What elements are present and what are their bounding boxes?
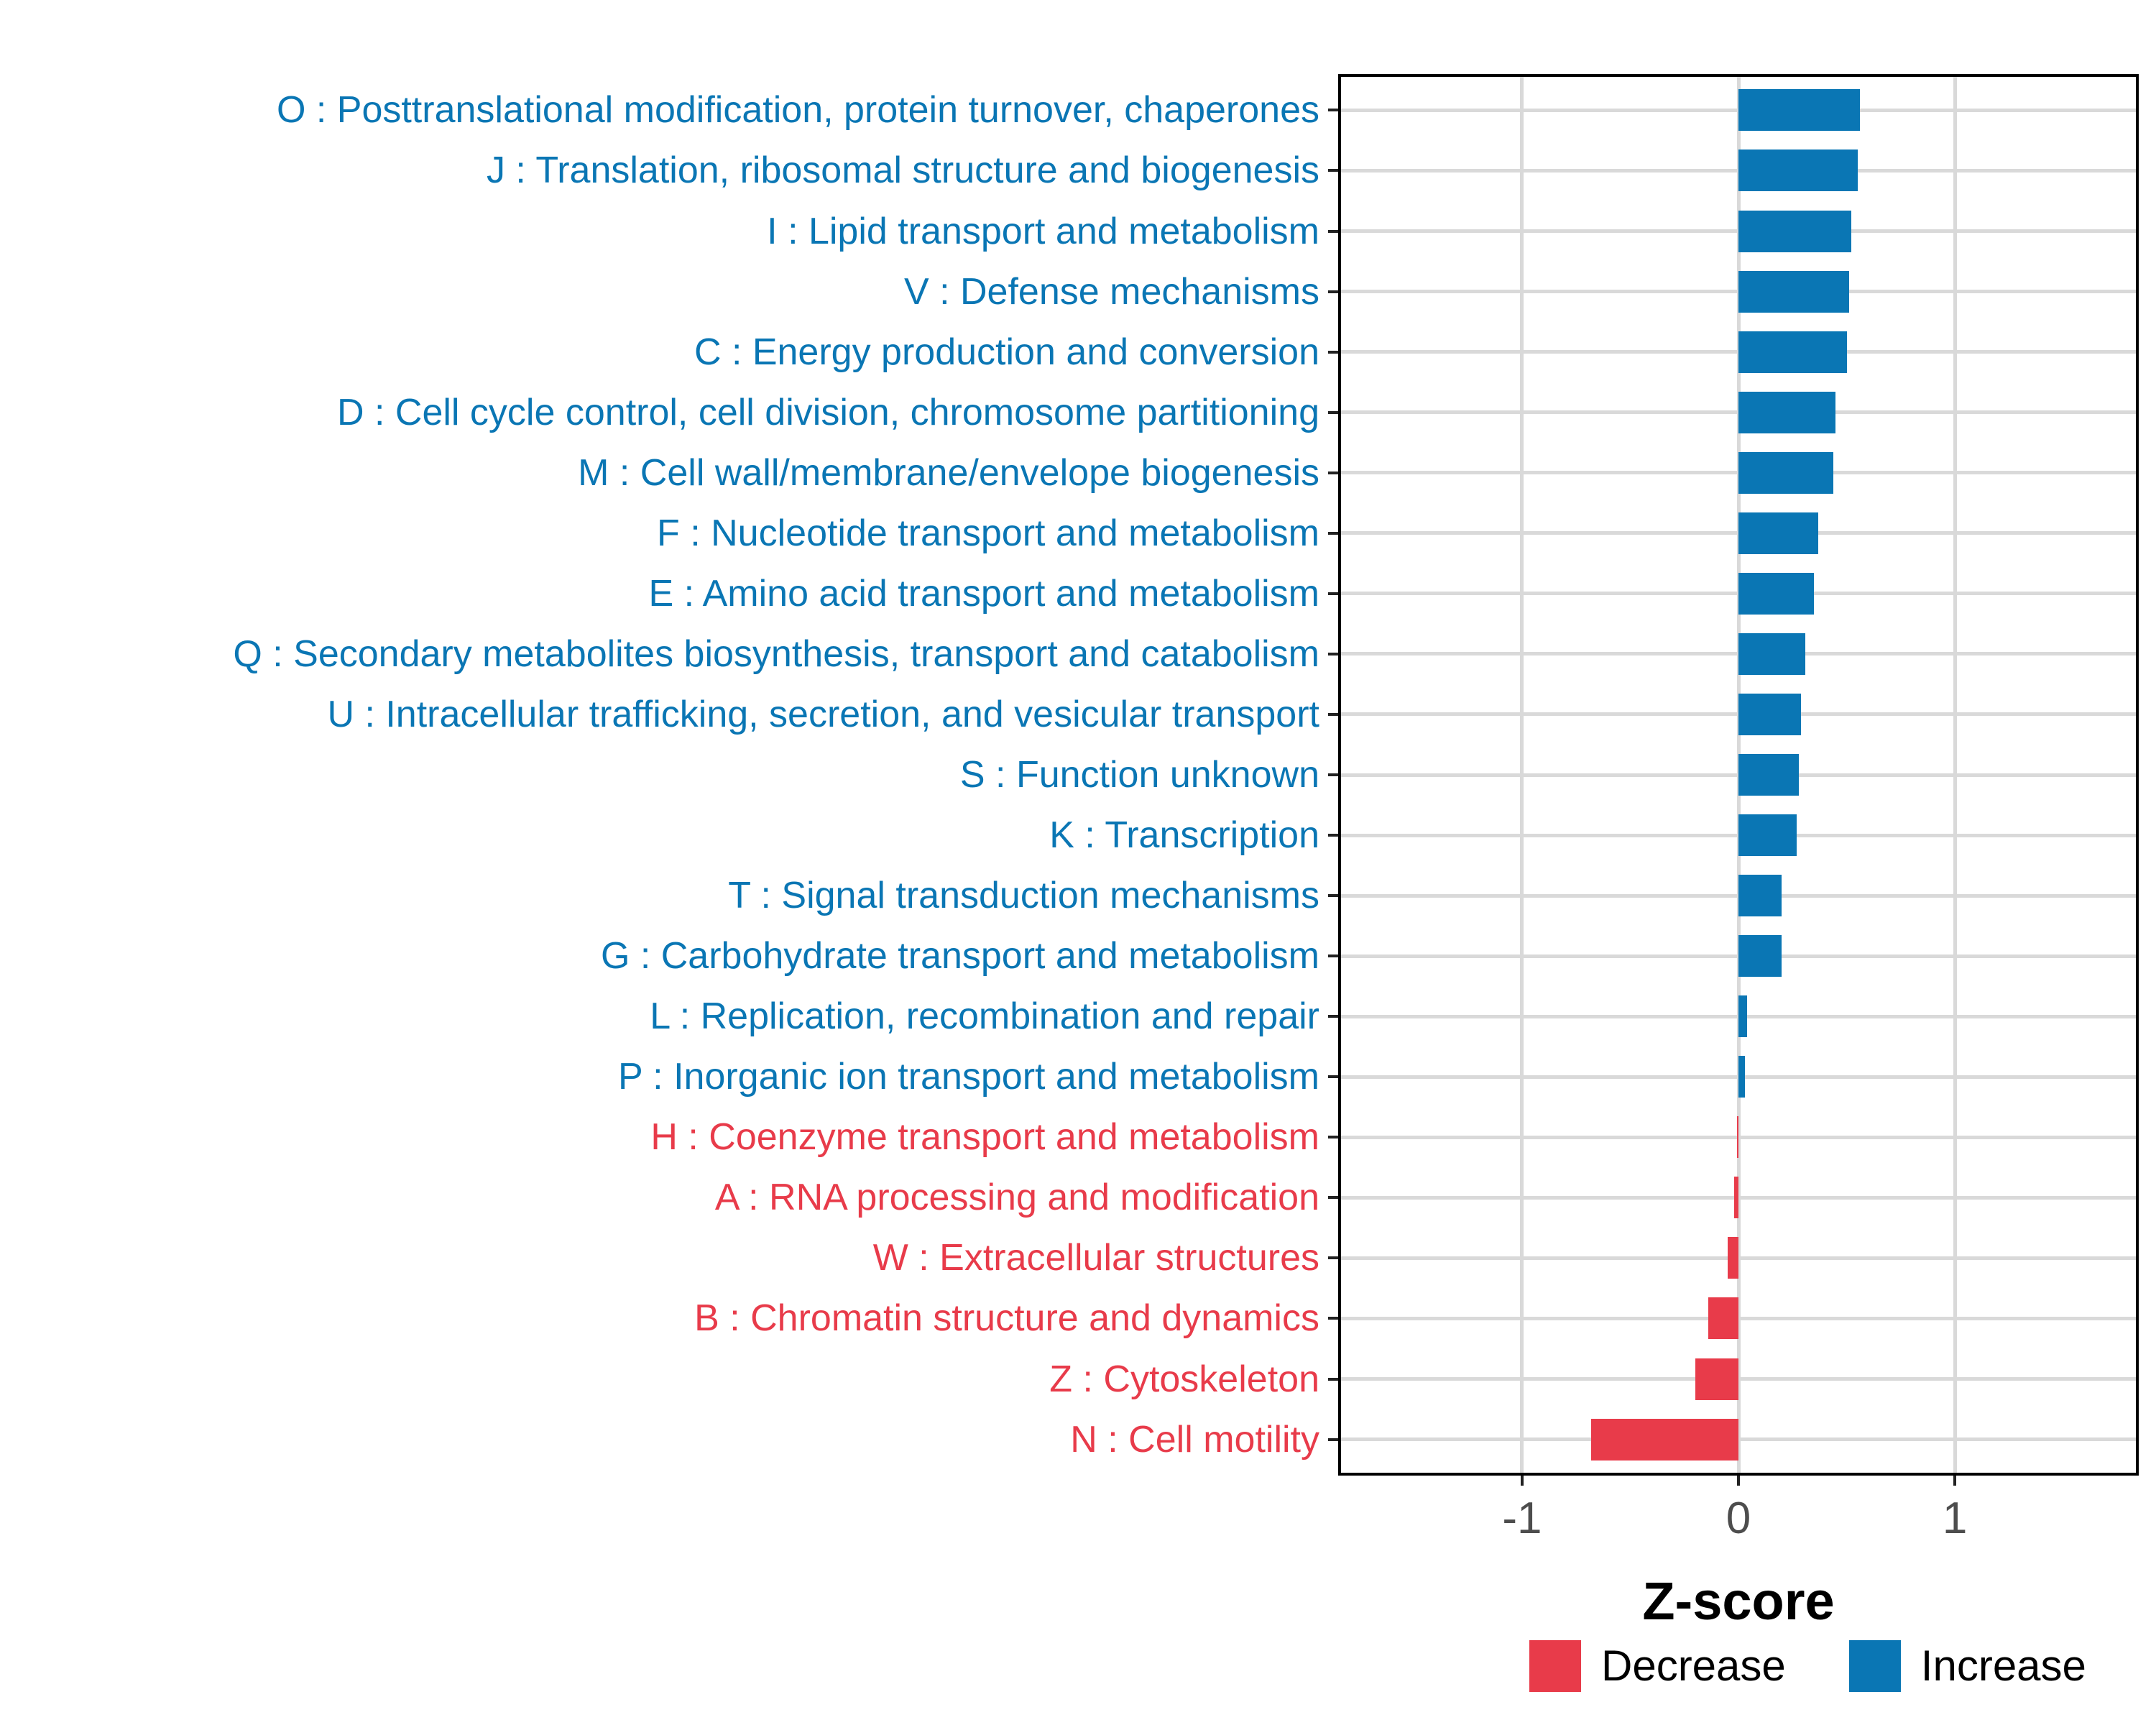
bar-K: [1738, 814, 1797, 857]
bar-P: [1738, 1056, 1746, 1098]
y-tick-mark: [1328, 773, 1338, 776]
bar-Q: [1738, 632, 1806, 675]
x-tick-label: -1: [1502, 1494, 1542, 1543]
y-axis-label: K : Transcription: [1049, 814, 1319, 857]
legend-item-increase: Increase: [1848, 1640, 2086, 1692]
x-tick-mark: [1520, 1476, 1524, 1486]
y-axis-label: F : Nucleotide transport and metabolism: [657, 512, 1319, 554]
bar-L: [1738, 995, 1748, 1038]
y-tick-mark: [1328, 350, 1338, 354]
x-tick-mark: [1953, 1476, 1957, 1486]
y-tick-mark: [1328, 712, 1338, 716]
y-axis-label: H : Coenzyme transport and metabolism: [650, 1116, 1319, 1159]
y-tick-mark: [1328, 1317, 1338, 1320]
bar-M: [1738, 451, 1834, 494]
y-axis-label: C : Energy production and conversion: [694, 331, 1319, 373]
y-tick-mark: [1328, 290, 1338, 293]
y-tick-mark: [1328, 109, 1338, 112]
y-axis-label: G : Carbohydrate transport and metabolis…: [600, 935, 1319, 978]
legend: Decrease Increase: [1529, 1640, 2086, 1692]
y-tick-mark: [1328, 471, 1338, 474]
major-gridline-vertical: [1953, 77, 1957, 1473]
bar-G: [1738, 935, 1782, 978]
y-axis-label: T : Signal transduction mechanisms: [728, 875, 1319, 917]
y-tick-mark: [1328, 954, 1338, 958]
bar-V: [1738, 270, 1849, 313]
bar-J: [1738, 150, 1858, 192]
legend-item-decrease: Decrease: [1529, 1640, 1786, 1692]
y-axis-label: V : Defense mechanisms: [903, 270, 1319, 313]
x-tick-label: 0: [1726, 1494, 1751, 1543]
y-axis-label: D : Cell cycle control, cell division, c…: [337, 391, 1319, 433]
y-tick-mark: [1328, 410, 1338, 414]
increase-color-swatch: [1848, 1640, 1901, 1692]
plot-panel: [1338, 74, 2139, 1476]
y-axis-label: J : Translation, ribosomal structure and…: [486, 150, 1319, 192]
bar-E: [1738, 572, 1815, 615]
y-tick-mark: [1328, 1196, 1338, 1200]
y-tick-mark: [1328, 1075, 1338, 1079]
major-gridline-vertical: [1520, 77, 1524, 1473]
y-axis-label: W : Extracellular structures: [872, 1237, 1319, 1279]
bar-C: [1738, 331, 1847, 373]
bar-H: [1737, 1116, 1739, 1159]
y-axis-label: B : Chromatin structure and dynamics: [694, 1297, 1319, 1340]
y-axis-label: S : Function unknown: [959, 754, 1319, 796]
y-axis-label: Z : Cytoskeleton: [1049, 1358, 1319, 1400]
legend-label-increase: Increase: [1920, 1642, 2086, 1690]
bar-S: [1738, 754, 1800, 796]
bar-A: [1733, 1177, 1738, 1219]
y-axis-label: O : Posttranslational modification, prot…: [276, 89, 1319, 132]
x-axis-title: Z-score: [1642, 1571, 1835, 1631]
bar-W: [1727, 1237, 1738, 1279]
y-tick-mark: [1328, 894, 1338, 898]
bar-Z: [1695, 1358, 1738, 1400]
y-axis-label: N : Cell motility: [1070, 1418, 1319, 1460]
y-axis-label: I : Lipid transport and metabolism: [767, 210, 1319, 252]
y-tick-mark: [1328, 652, 1338, 656]
decrease-color-swatch: [1529, 1640, 1581, 1692]
y-axis-label: M : Cell wall/membrane/envelope biogenes…: [578, 451, 1319, 494]
bar-B: [1708, 1297, 1738, 1340]
y-tick-mark: [1328, 1136, 1338, 1139]
y-axis-label: A : RNA processing and modification: [714, 1177, 1319, 1219]
bar-F: [1738, 512, 1819, 554]
bar-N: [1591, 1418, 1738, 1460]
y-tick-mark: [1328, 1438, 1338, 1441]
bar-T: [1738, 875, 1782, 917]
bar-O: [1738, 89, 1860, 132]
y-axis-label: P : Inorganic ion transport and metaboli…: [617, 1056, 1319, 1098]
bar-I: [1738, 210, 1851, 252]
bar-D: [1738, 391, 1836, 433]
y-tick-mark: [1328, 834, 1338, 837]
y-tick-mark: [1328, 229, 1338, 233]
y-axis-label: L : Replication, recombination and repai…: [650, 995, 1319, 1038]
y-axis-label: Q : Secondary metabolites biosynthesis, …: [233, 632, 1319, 675]
y-axis-label: U : Intracellular trafficking, secretion…: [327, 693, 1319, 735]
x-tick-label: 1: [1942, 1494, 1968, 1543]
y-axis-label: E : Amino acid transport and metabolism: [648, 572, 1319, 615]
y-tick-mark: [1328, 592, 1338, 595]
legend-label-decrease: Decrease: [1601, 1642, 1786, 1690]
y-tick-mark: [1328, 1256, 1338, 1260]
y-tick-mark: [1328, 531, 1338, 535]
y-tick-mark: [1328, 1015, 1338, 1018]
y-tick-mark: [1328, 1377, 1338, 1381]
bar-U: [1738, 693, 1802, 735]
x-tick-mark: [1737, 1476, 1740, 1486]
y-tick-mark: [1328, 169, 1338, 172]
